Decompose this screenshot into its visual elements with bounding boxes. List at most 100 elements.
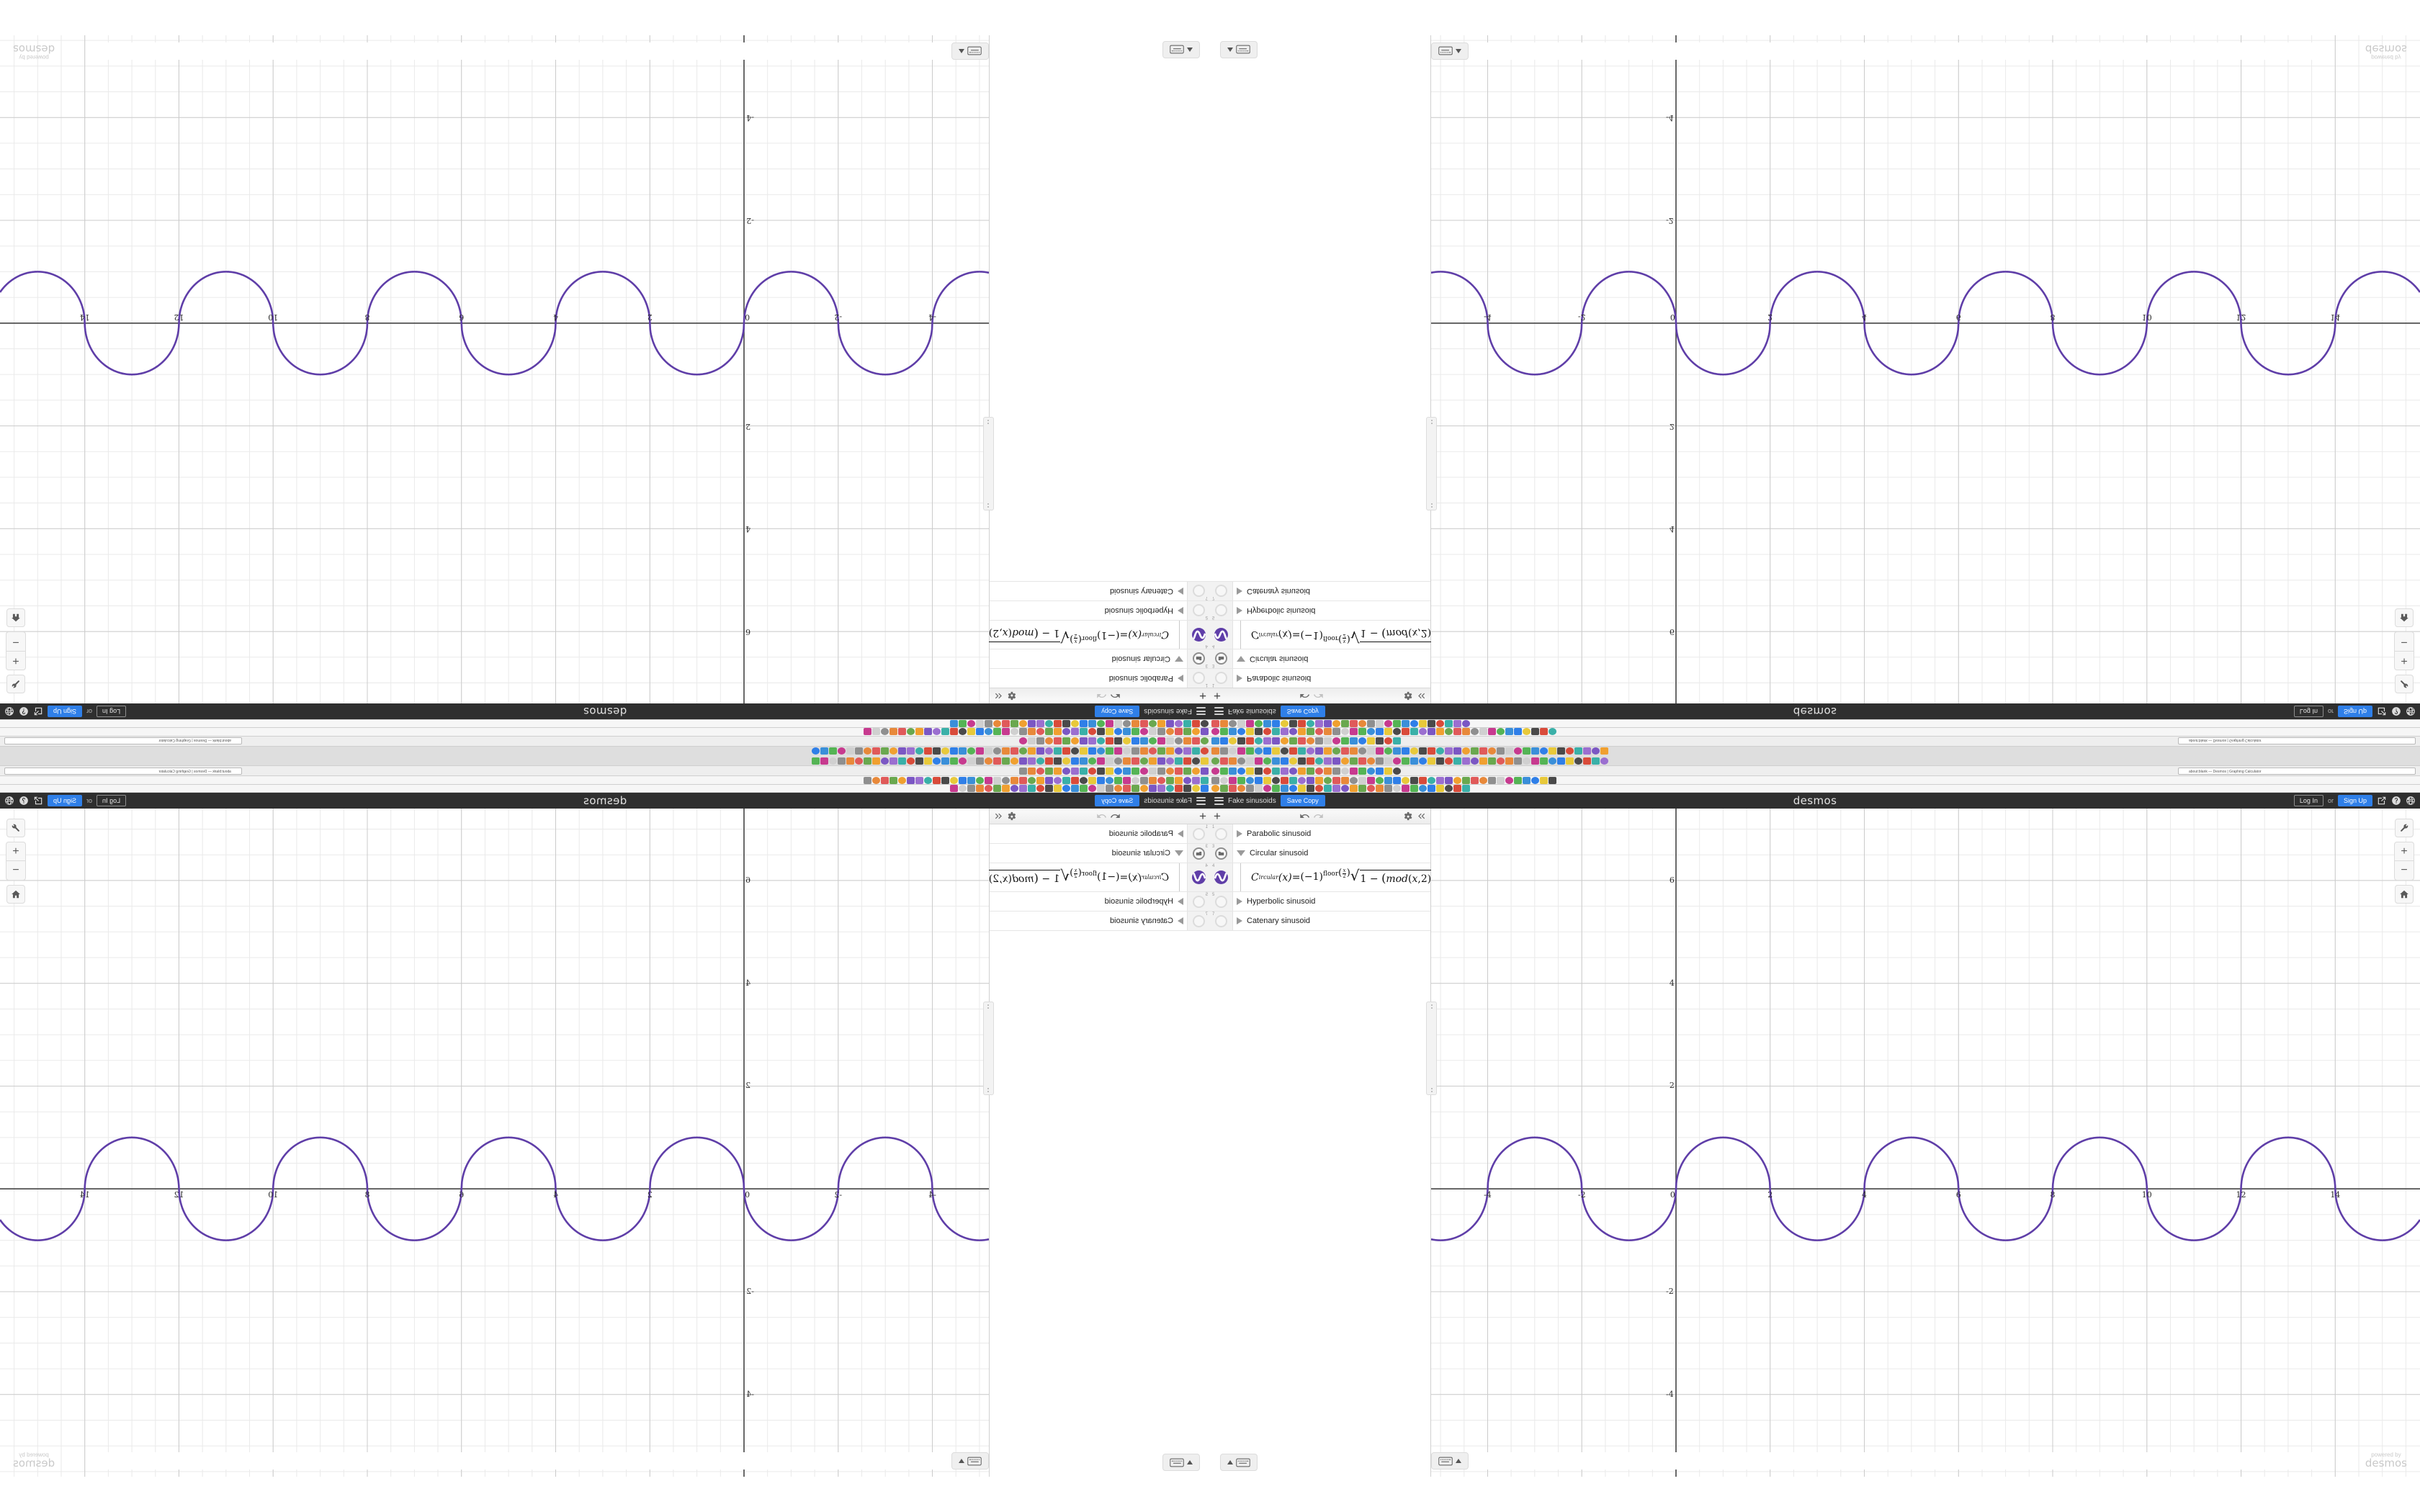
chrome-icon[interactable] — [846, 757, 854, 765]
chrome-icon[interactable] — [1062, 767, 1070, 775]
chrome-icon[interactable] — [1393, 767, 1401, 775]
chrome-icon[interactable] — [1419, 785, 1427, 792]
chrome-icon[interactable] — [1341, 728, 1349, 736]
chrome-icon[interactable] — [1384, 776, 1392, 784]
chrome-icon[interactable] — [1201, 757, 1209, 765]
chrome-icon[interactable] — [881, 728, 889, 736]
chrome-icon[interactable] — [1384, 785, 1392, 792]
chrome-icon[interactable] — [1131, 728, 1139, 736]
chrome-icon[interactable] — [950, 757, 958, 765]
hamburger-icon[interactable] — [1196, 707, 1206, 716]
graph-canvas[interactable]: + − powered by desmos — [1431, 809, 2420, 1477]
chrome-icon[interactable] — [985, 720, 992, 727]
browser-tab-strip[interactable] — [0, 756, 1210, 766]
bookmark-bar-row-2[interactable] — [1210, 785, 2420, 793]
sign-up-button[interactable]: Sign Up — [2337, 706, 2372, 717]
chrome-icon[interactable] — [1192, 776, 1200, 784]
folder-row-body[interactable]: Circular sinusoid — [990, 649, 1187, 668]
undo-icon[interactable] — [1299, 690, 1310, 701]
chrome-icon[interactable] — [959, 747, 967, 755]
chrome-icon[interactable] — [1088, 720, 1096, 727]
chrome-icon[interactable] — [1298, 720, 1306, 727]
chrome-icon[interactable] — [1106, 737, 1113, 745]
chrome-icon[interactable] — [1175, 776, 1183, 784]
chrome-icon[interactable] — [838, 757, 846, 765]
chrome-icon[interactable] — [1410, 785, 1418, 792]
chrome-icon[interactable] — [1263, 767, 1271, 775]
chrome-icon[interactable] — [1036, 720, 1044, 727]
chrome-icon[interactable] — [1453, 728, 1461, 736]
chrome-icon[interactable] — [1106, 767, 1113, 775]
chrome-icon[interactable] — [1028, 767, 1036, 775]
chrome-icon[interactable] — [1272, 757, 1280, 765]
chrome-icon[interactable] — [1402, 747, 1410, 755]
chrome-icon[interactable] — [1080, 747, 1088, 755]
chrome-icon[interactable] — [1592, 757, 1600, 765]
chrome-icon[interactable] — [1332, 737, 1340, 745]
chrome-icon[interactable] — [1549, 747, 1556, 755]
undo-icon[interactable] — [1110, 690, 1121, 701]
chrome-icon[interactable] — [967, 747, 975, 755]
chrome-icon[interactable] — [1358, 737, 1366, 745]
chrome-icon[interactable] — [820, 757, 828, 765]
chrome-icon[interactable] — [1229, 785, 1237, 792]
browser-nav-bar[interactable]: about:blank — Desmos | Graphing Calculat… — [1210, 766, 2420, 776]
chrome-icon[interactable] — [967, 776, 975, 784]
chrome-icon[interactable] — [1045, 737, 1053, 745]
chrome-icon[interactable] — [1045, 728, 1053, 736]
chrome-icon[interactable] — [1428, 785, 1435, 792]
chrome-icon[interactable] — [1281, 767, 1289, 775]
chrome-icon[interactable] — [1246, 728, 1254, 736]
expression-toggle-bubble[interactable] — [1215, 827, 1227, 840]
chevron-down-icon[interactable] — [1175, 656, 1183, 662]
chrome-icon[interactable] — [1358, 757, 1366, 765]
chrome-icon[interactable] — [1350, 737, 1358, 745]
chrome-icon[interactable] — [1183, 720, 1191, 727]
chrome-icon[interactable] — [1471, 776, 1479, 784]
chrome-icon[interactable] — [1358, 785, 1366, 792]
chrome-icon[interactable] — [1106, 785, 1113, 792]
chrome-icon[interactable] — [1229, 737, 1237, 745]
folder-open-icon[interactable] — [1193, 847, 1205, 860]
chrome-icon[interactable] — [1123, 776, 1131, 784]
chrome-icon[interactable] — [1255, 747, 1263, 755]
chrome-icon[interactable] — [889, 728, 897, 736]
chrome-icon[interactable] — [1574, 757, 1582, 765]
graph-settings-button[interactable] — [2395, 675, 2414, 693]
keyboard-toggle-button[interactable] — [1220, 1454, 1258, 1471]
browser-tab-strip[interactable] — [1210, 746, 2420, 756]
chrome-icon[interactable] — [1054, 720, 1062, 727]
chrome-icon[interactable] — [1272, 737, 1280, 745]
chrome-icon[interactable] — [1402, 776, 1410, 784]
chrome-icon[interactable] — [1062, 737, 1070, 745]
chrome-icon[interactable] — [1097, 728, 1105, 736]
math-expression[interactable]: Circular(x) = (−1)floor(x2)√1 − (mod(x,2… — [1241, 863, 1461, 891]
chrome-icon[interactable] — [1376, 737, 1384, 745]
chrome-icon[interactable] — [1131, 720, 1139, 727]
folder-row-body[interactable]: Hyperbolic sinusoid — [1233, 892, 1430, 911]
expression-toggle-bubble[interactable] — [1193, 895, 1205, 908]
chrome-icon[interactable] — [967, 728, 975, 736]
chrome-icon[interactable] — [1036, 747, 1044, 755]
chrome-icon[interactable] — [1332, 767, 1340, 775]
chrome-icon[interactable] — [1505, 757, 1513, 765]
chrome-icon[interactable] — [1376, 785, 1384, 792]
wave-icon[interactable] — [1214, 628, 1228, 642]
chrome-icon[interactable] — [1324, 776, 1332, 784]
chrome-icon[interactable] — [864, 776, 871, 784]
chrome-icon[interactable] — [1307, 757, 1314, 765]
chrome-icon[interactable] — [993, 776, 1001, 784]
chrome-icon[interactable] — [1307, 785, 1314, 792]
chrome-icon[interactable] — [1419, 720, 1427, 727]
chrome-icon[interactable] — [1540, 757, 1548, 765]
chrome-icon[interactable] — [1237, 757, 1245, 765]
chrome-icon[interactable] — [1071, 776, 1079, 784]
chrome-icon[interactable] — [1201, 767, 1209, 775]
bookmark-icons-2[interactable] — [0, 785, 1210, 792]
chrome-icon[interactable] — [1192, 747, 1200, 755]
chrome-icon[interactable] — [933, 757, 941, 765]
chrome-icon[interactable] — [1080, 737, 1088, 745]
bookmark-bar-row-1[interactable] — [0, 727, 1210, 736]
chrome-icon[interactable] — [1097, 747, 1105, 755]
chrome-icon[interactable] — [1211, 720, 1219, 727]
